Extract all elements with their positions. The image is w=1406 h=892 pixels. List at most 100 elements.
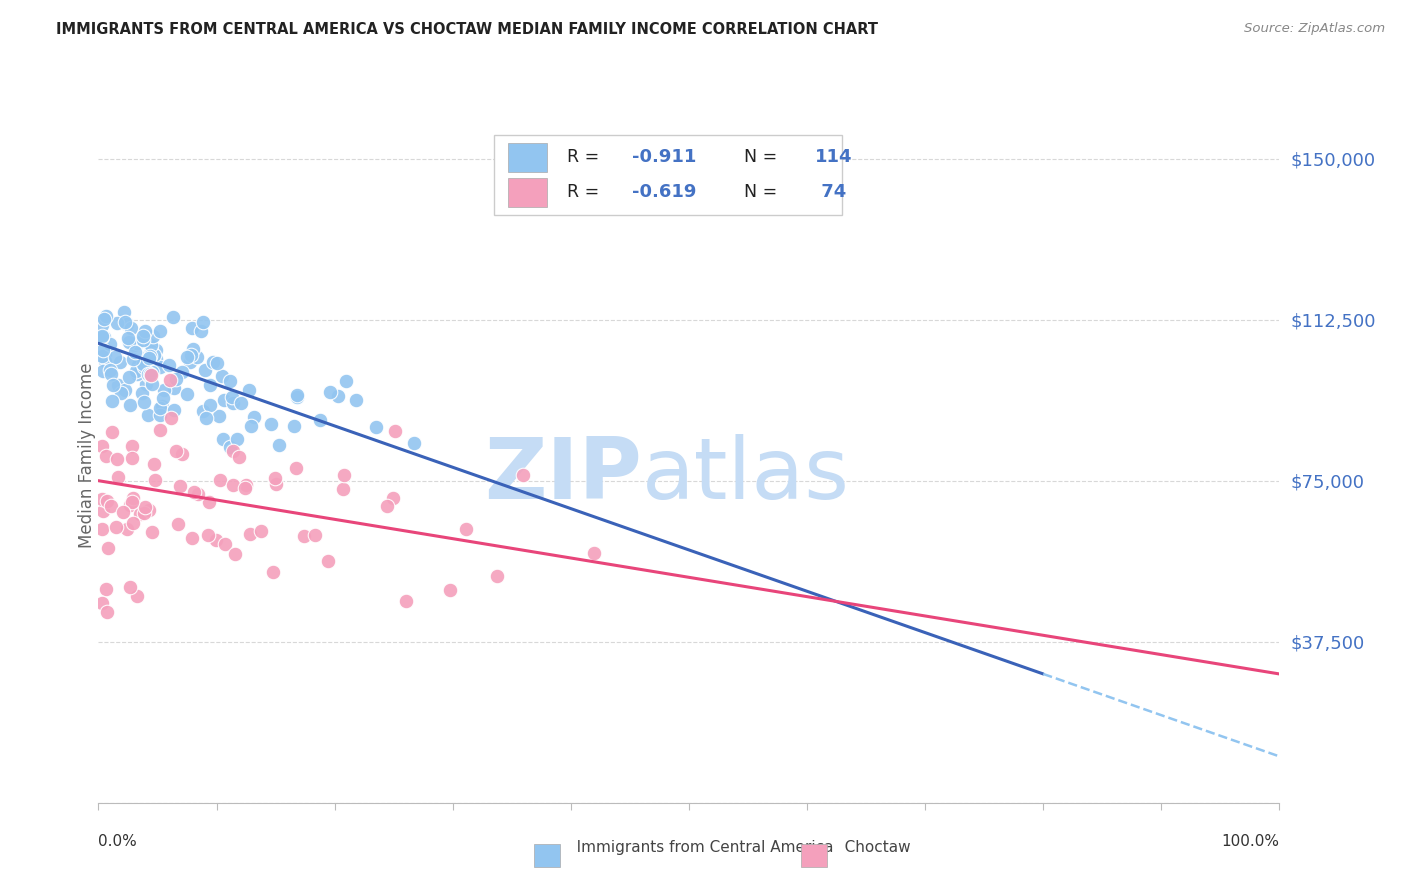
- Point: [108, 355, 131, 369]
- Point: [308, 413, 330, 427]
- Point: [97, 541, 120, 556]
- Point: [94, 348, 117, 362]
- Point: [512, 467, 534, 482]
- Point: [96, 605, 118, 619]
- Point: [138, 368, 160, 383]
- Point: [148, 324, 170, 338]
- Point: [260, 417, 283, 432]
- Point: [118, 335, 141, 350]
- Text: R =: R =: [567, 148, 605, 166]
- Point: [93, 312, 115, 326]
- FancyBboxPatch shape: [494, 135, 842, 215]
- Point: [285, 460, 308, 475]
- Point: [212, 432, 235, 446]
- Point: [138, 351, 160, 365]
- Point: [100, 394, 122, 409]
- Point: [228, 450, 250, 465]
- Point: [163, 403, 186, 417]
- Point: [202, 354, 225, 368]
- Point: [285, 390, 308, 404]
- Text: atlas: atlas: [641, 434, 849, 517]
- Point: [100, 499, 122, 513]
- Point: [115, 317, 138, 331]
- Point: [285, 388, 308, 402]
- Point: [134, 500, 156, 515]
- Point: [395, 593, 418, 607]
- Point: [135, 377, 157, 392]
- Point: [186, 350, 208, 364]
- Point: [132, 333, 155, 347]
- Point: [364, 420, 387, 434]
- Point: [402, 435, 425, 450]
- Point: [221, 390, 243, 404]
- Point: [205, 356, 228, 370]
- Point: [112, 305, 135, 319]
- Point: [107, 377, 129, 392]
- Point: [332, 483, 354, 497]
- Point: [141, 338, 163, 352]
- Point: [91, 318, 114, 332]
- Point: [187, 487, 209, 501]
- Point: [198, 495, 221, 509]
- Point: [139, 344, 162, 359]
- Point: [198, 398, 221, 412]
- Point: [172, 447, 194, 461]
- Point: [141, 525, 163, 540]
- Point: [292, 529, 315, 543]
- Point: [163, 381, 186, 395]
- Point: [181, 531, 204, 545]
- Point: [136, 367, 159, 381]
- Point: [157, 359, 180, 373]
- Point: [211, 368, 233, 383]
- Point: [122, 491, 145, 505]
- Point: [91, 522, 114, 536]
- Point: [125, 335, 148, 350]
- Point: [153, 383, 176, 397]
- Text: ZIP: ZIP: [484, 434, 641, 517]
- Point: [159, 411, 181, 425]
- Point: [384, 425, 406, 439]
- Point: [152, 391, 174, 405]
- Text: N =: N =: [733, 148, 782, 166]
- Point: [100, 367, 122, 381]
- Point: [149, 423, 172, 437]
- Point: [219, 374, 242, 388]
- Point: [132, 506, 155, 520]
- Point: [170, 365, 193, 379]
- Point: [243, 410, 266, 425]
- Point: [91, 329, 114, 343]
- Point: [103, 378, 125, 392]
- Text: N =: N =: [733, 184, 782, 202]
- Point: [127, 358, 149, 372]
- Point: [344, 392, 367, 407]
- Point: [132, 359, 155, 374]
- Point: [118, 398, 141, 412]
- Point: [122, 352, 145, 367]
- Point: [141, 365, 163, 379]
- Point: [129, 508, 152, 522]
- Point: [136, 408, 159, 422]
- Point: [110, 385, 132, 400]
- Point: [208, 409, 231, 423]
- Point: [91, 503, 114, 517]
- Point: [149, 408, 172, 422]
- Point: [149, 359, 172, 374]
- Point: [105, 451, 128, 466]
- Point: [169, 479, 191, 493]
- Point: [582, 546, 605, 560]
- Point: [136, 349, 159, 363]
- Point: [96, 449, 118, 463]
- Text: -0.619: -0.619: [633, 184, 696, 202]
- Point: [193, 404, 215, 418]
- Point: [222, 396, 245, 410]
- Point: [105, 316, 128, 330]
- Text: 0.0%: 0.0%: [98, 834, 138, 849]
- Point: [149, 401, 172, 416]
- Point: [93, 330, 115, 344]
- Point: [316, 553, 339, 567]
- Point: [150, 399, 173, 413]
- Y-axis label: Median Family Income: Median Family Income: [79, 362, 96, 548]
- Point: [124, 345, 146, 359]
- Point: [139, 368, 162, 382]
- Point: [134, 395, 156, 409]
